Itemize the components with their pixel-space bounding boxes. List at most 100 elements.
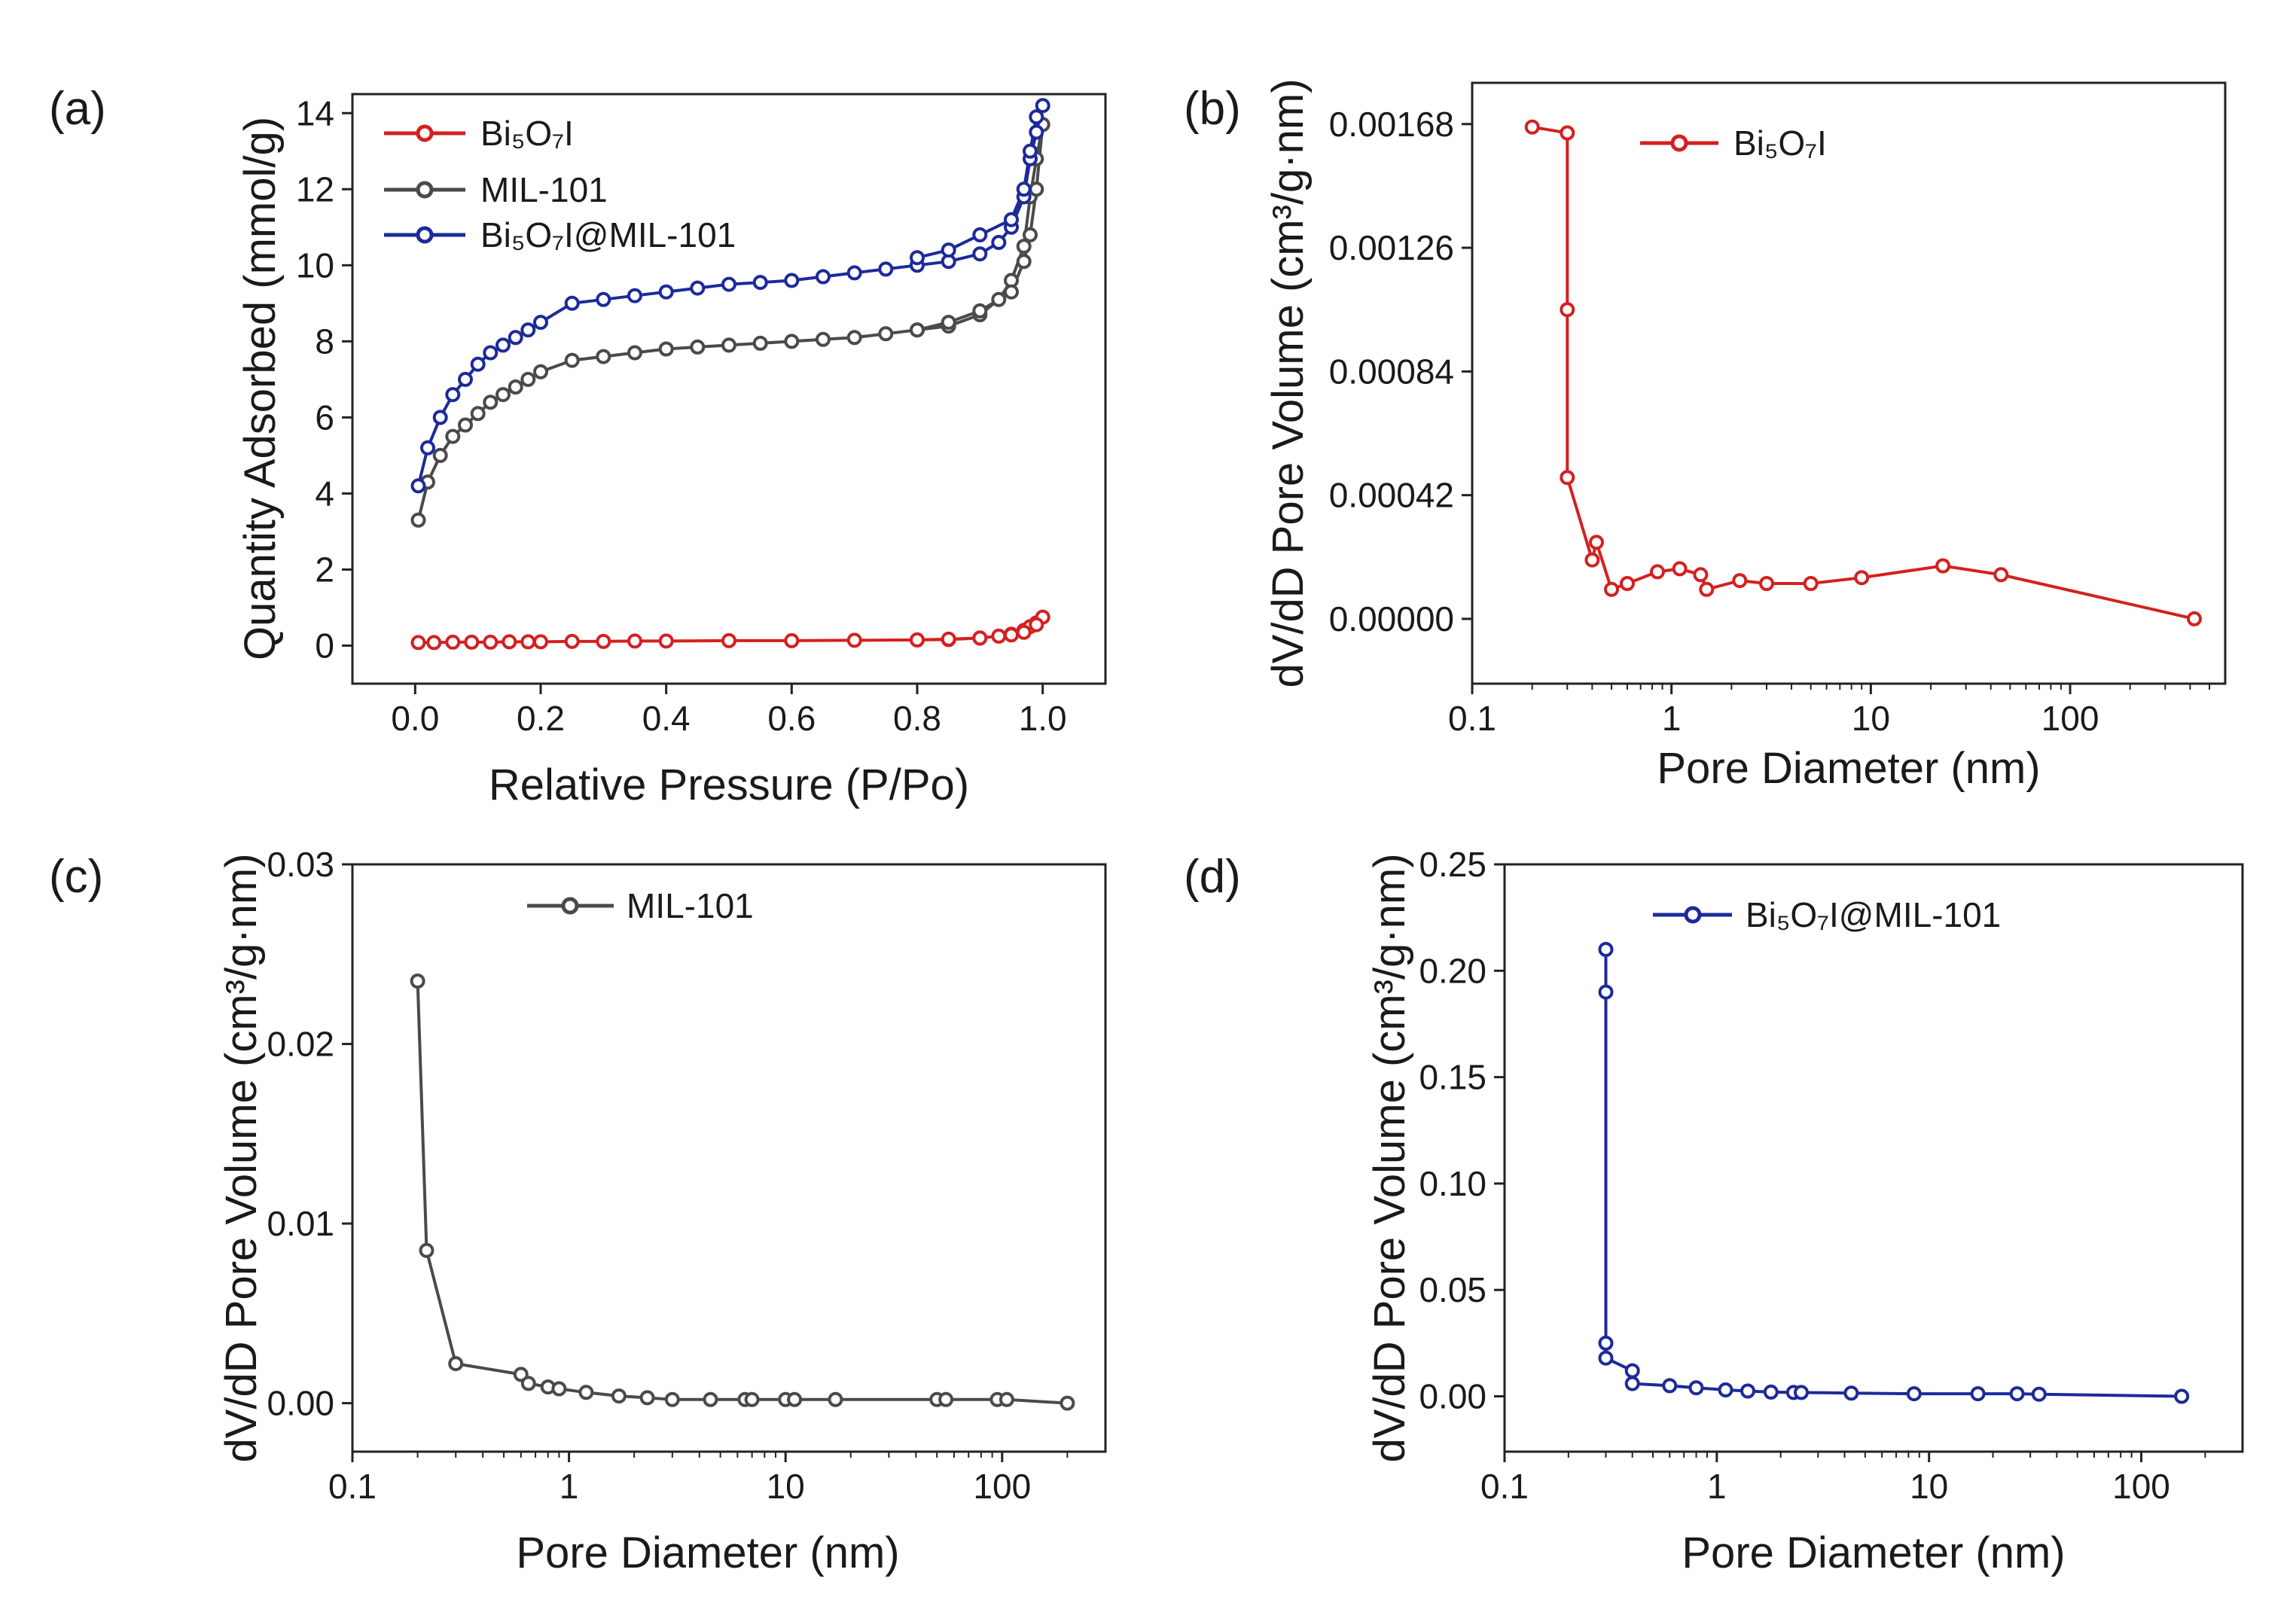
panel-a-legend-label-1: MIL-101 xyxy=(480,170,608,209)
panel-b-series-0-point xyxy=(2187,611,2202,626)
panel-b-legend-marker-0 xyxy=(1670,134,1688,152)
panel-a-series-2-point xyxy=(910,250,925,266)
panel-c-x-tick-label: 10 xyxy=(767,1467,805,1506)
panel-d-series-0-point xyxy=(1598,942,1614,957)
panel-a-series-1-point xyxy=(1004,284,1019,300)
panel-a-series-2-point xyxy=(658,284,674,300)
panel-a-series-2-point xyxy=(564,295,580,311)
panel-a-series-1-point xyxy=(941,315,956,331)
panel-a-legend-label-0: Bi₅O₇I xyxy=(480,114,574,153)
panel-c-series-0-point xyxy=(410,974,425,989)
panel-b-series-layer xyxy=(1524,119,2202,626)
panel-a-series-1-point xyxy=(458,417,473,433)
panel-d-x-tick-label: 10 xyxy=(1910,1467,1948,1506)
panel-a-x-tick-label: 1.0 xyxy=(1019,699,1067,738)
panel-b-series-0-line xyxy=(1532,125,2195,620)
panel-a-legend-label-2: Bi₅O₇I@MIL-101 xyxy=(480,215,736,254)
panel-d-x-tick-label: 0.1 xyxy=(1480,1467,1529,1506)
panel-d-plot-frame xyxy=(1503,863,2244,1453)
panel-c-series-0-point xyxy=(787,1391,803,1407)
panel-c-series-0-point xyxy=(703,1391,718,1407)
panel-c-series-0-line xyxy=(416,980,1068,1405)
panel-d-series-0-point xyxy=(1662,1378,1678,1394)
panel-c-legend-label-0: MIL-101 xyxy=(627,886,754,925)
panel-a-series-0-point xyxy=(658,633,674,649)
panel-c-series-layer xyxy=(410,974,1075,1411)
panel-b-series-0-point xyxy=(1589,535,1604,550)
panel-b-series-0-point xyxy=(1620,576,1635,591)
panel-a-series-1-point xyxy=(972,303,988,318)
panel-a-series-1-point xyxy=(596,349,611,364)
panel-a-series-2-point xyxy=(941,242,956,258)
panel-b-series-0-point xyxy=(1560,470,1575,486)
panel-d-y-tick-label: 0.25 xyxy=(1419,845,1486,884)
panel-a-series-1-point xyxy=(846,330,862,346)
panel-a-y-tick-label: 8 xyxy=(315,322,334,361)
panel-d-y-tick-label: 0.15 xyxy=(1419,1058,1486,1097)
panel-a-series-2-point xyxy=(495,337,511,353)
panel-a-series-1-point xyxy=(690,339,706,355)
panel-a-series-1-point xyxy=(910,322,925,338)
panel-a-series-1-point xyxy=(1016,254,1032,270)
panel-a-series-0-point xyxy=(564,633,580,649)
panel-a-series-2-point xyxy=(1023,143,1038,159)
panel-c-y-tick-label: 0.00 xyxy=(267,1384,334,1423)
panel-b-y-tick-label: 0.00084 xyxy=(1329,352,1454,391)
panel-b-x-axis-title: Pore Diameter (nm) xyxy=(1657,744,2040,793)
panel-a-series-2-point xyxy=(1029,124,1044,140)
panel-d: (d) 0.1 1 10 100 0.00 0.05 0.10 0.15 0.20 0.25 P… xyxy=(1184,845,2244,1577)
panel-a-series-0-point xyxy=(596,633,611,649)
panel-c-y-tick-label: 0.02 xyxy=(267,1025,334,1064)
panel-d-series-0-point xyxy=(2031,1386,2047,1402)
panel-a-plot-frame xyxy=(351,93,1107,685)
panel-a-series-2-point xyxy=(533,315,548,331)
panel-a-series-0-point xyxy=(533,634,548,650)
panel-a-series-1-point xyxy=(520,371,536,387)
panel-d-series-0-point xyxy=(1598,984,1614,1000)
panel-a-series-layer xyxy=(410,98,1050,651)
panel-a-series-1-point xyxy=(816,331,831,347)
panel-a-series-0-point xyxy=(502,634,517,650)
panel-a-y-tick-label: 12 xyxy=(296,169,334,209)
panel-d-x-tick-label: 1 xyxy=(1707,1467,1727,1506)
panel-a-series-1-point xyxy=(1029,181,1044,197)
panel-c-series-0-point xyxy=(744,1391,760,1407)
panel-d-series-layer xyxy=(1598,942,2190,1404)
panel-c-x-axis: 0.1 1 10 100 xyxy=(328,1452,1069,1506)
panel-a-series-1-point xyxy=(784,334,800,349)
panel-b-series-0-point xyxy=(1693,567,1709,583)
panel-a-y-tick-label: 14 xyxy=(296,93,334,133)
panel-a-y-tick-label: 10 xyxy=(296,245,334,285)
panel-a-series-2-point xyxy=(752,275,768,291)
panel-a-series-1-point xyxy=(495,387,511,403)
panel-a: (a) 0.0 0.2 0.4 0.6 0.8 1.0 0 2 4 6 8 10 12 14 Relat… xyxy=(49,83,1107,809)
panel-a-label: (a) xyxy=(49,83,106,135)
panel-d-y-axis: 0.00 0.05 0.10 0.15 0.20 0.25 xyxy=(1419,845,1505,1416)
panel-b-x-tick-label: 100 xyxy=(2041,699,2099,738)
panel-b-series-0-point xyxy=(1759,576,1774,591)
panel-a-series-2-point xyxy=(458,371,473,387)
panel-d-y-tick-label: 0.10 xyxy=(1419,1164,1486,1203)
panel-d-series-0-point xyxy=(1906,1386,1922,1402)
panel-a-series-2-point xyxy=(483,345,499,361)
panel-a-legend: Bi₅O₇I MIL-101 Bi₅O₇I@MIL-101 xyxy=(384,114,736,254)
panel-c-series-0-point xyxy=(551,1381,567,1397)
panel-a-series-2-point xyxy=(816,269,831,285)
panel-b-series-0-point xyxy=(1672,561,1688,577)
panel-d-y-tick-label: 0.00 xyxy=(1419,1377,1486,1416)
panel-d-series-0-point xyxy=(1598,1335,1614,1351)
panel-c-y-axis: 0.00 0.01 0.02 0.03 xyxy=(267,845,352,1423)
panel-b-y-axis-title: dV/dD Pore Volume (cm³/g·nm) xyxy=(1264,78,1313,687)
panel-a-x-tick-label: 0.4 xyxy=(642,699,691,738)
panel-c-series-0-point xyxy=(828,1391,843,1407)
panel-d-series-0-point xyxy=(1763,1384,1779,1400)
panel-b: (b) 0.1 1 10 100 0.00000 0.00042 0.00084 0.001… xyxy=(1184,78,2227,793)
panel-b-x-tick-label: 10 xyxy=(1852,699,1890,738)
panel-c-y-tick-label: 0.01 xyxy=(267,1204,334,1243)
panel-a-series-0-point xyxy=(721,632,736,648)
panel-a-series-0-point xyxy=(910,632,925,648)
panel-a-series-1-point xyxy=(508,379,523,395)
panel-a-series-0-point xyxy=(464,634,480,650)
panel-d-series-0-point xyxy=(1740,1383,1755,1399)
